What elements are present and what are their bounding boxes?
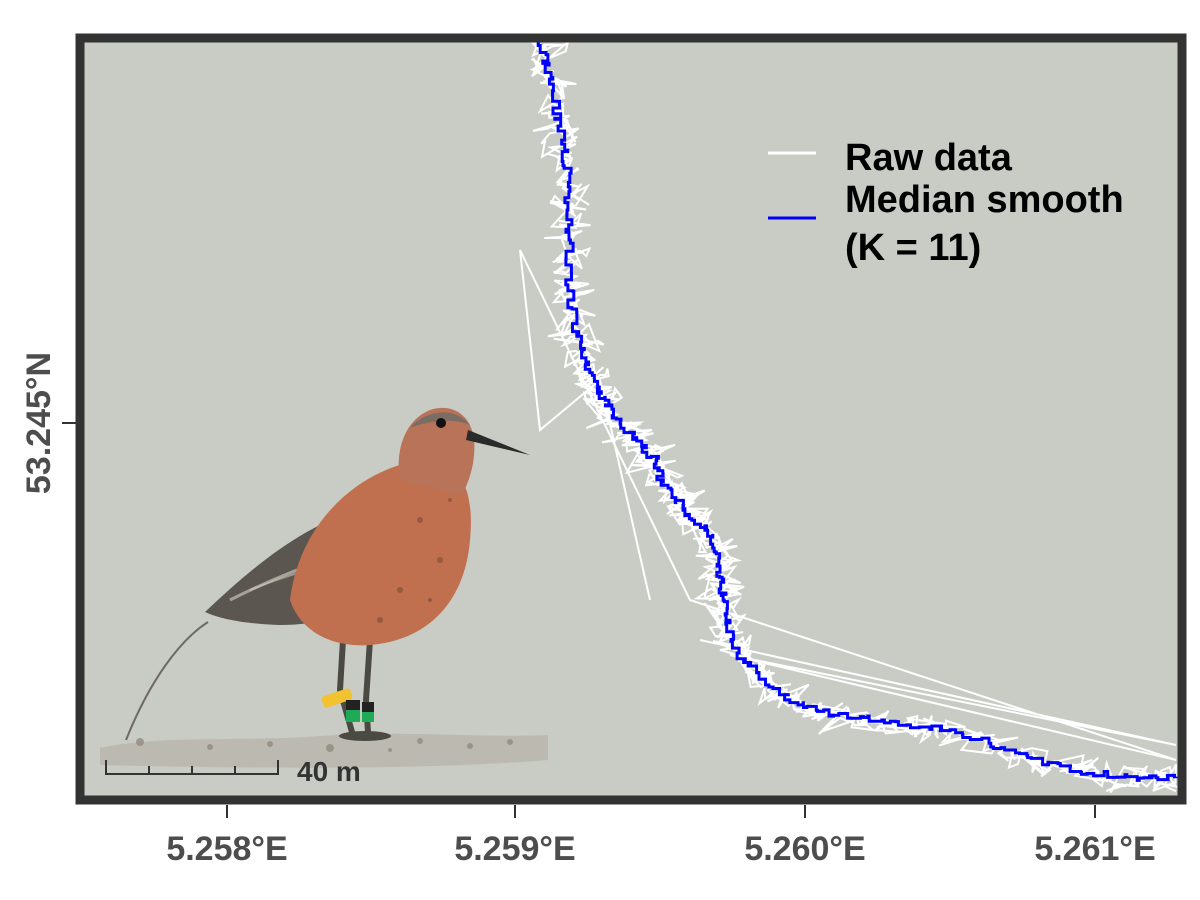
- black-ring-2: [362, 702, 374, 712]
- x-tick-label: 5.259°E: [454, 830, 575, 868]
- green-ring: [346, 710, 360, 722]
- smoothed-track: [536, 40, 1178, 782]
- legend-raw-label: Raw data: [845, 137, 1013, 179]
- y-tick-label: 53.245°N: [20, 352, 58, 494]
- legend-smooth-label-line1: Median smooth: [845, 179, 1124, 221]
- legend-smooth-label-line2: (K = 11): [845, 227, 981, 269]
- x-tick-label: 5.258°E: [166, 830, 287, 868]
- black-ring: [346, 700, 360, 710]
- raw-track: [529, 39, 1179, 794]
- x-tick-label: 5.261°E: [1034, 830, 1155, 868]
- raw-track-outliers: [519, 249, 1177, 761]
- y-axis: 53.245°N: [20, 352, 76, 494]
- map-frame: [75, 33, 1187, 805]
- bird-photo: [100, 407, 548, 768]
- tag-antenna: [125, 621, 209, 741]
- scale-bar: 40 m: [105, 756, 361, 787]
- x-tick-label: 5.260°E: [744, 830, 865, 868]
- bird-head: [398, 407, 475, 495]
- map-panel: [80, 38, 1182, 800]
- legend: Raw data Median smooth (K = 11): [768, 137, 1124, 269]
- bird-body: [290, 459, 471, 646]
- bird-beak: [466, 430, 530, 455]
- x-axis: 5.258°E 5.259°E 5.260°E 5.261°E: [166, 805, 1156, 868]
- scale-bar-label: 40 m: [297, 756, 361, 787]
- yellow-flag-ring: [321, 688, 353, 708]
- bird-eye: [436, 418, 446, 428]
- green-ring-2: [362, 712, 374, 722]
- ground-patch: [100, 733, 548, 768]
